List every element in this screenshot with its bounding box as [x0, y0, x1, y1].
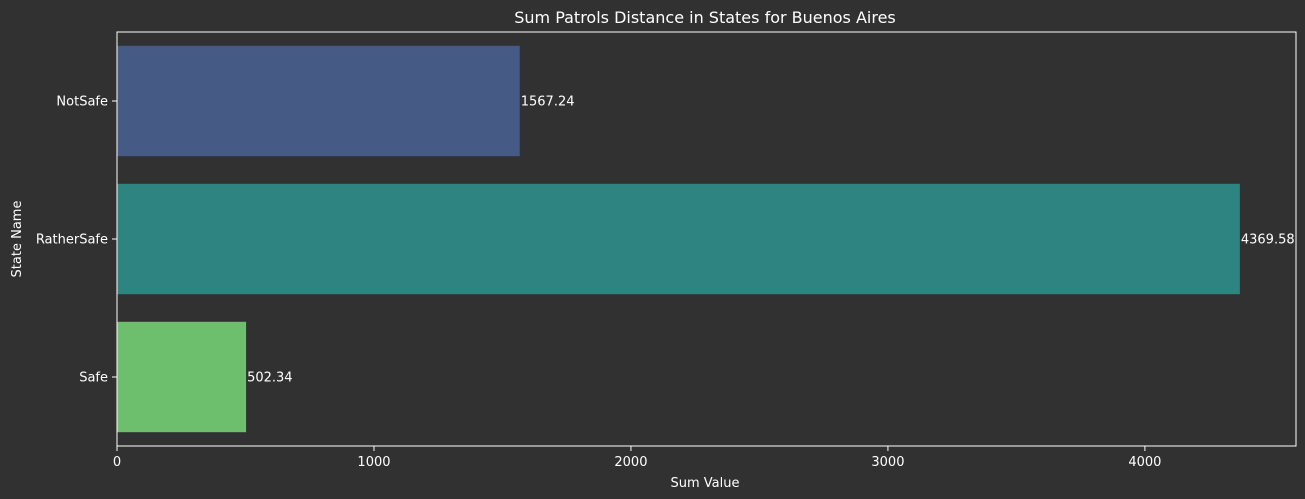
bar-value-label: 502.34: [247, 371, 293, 386]
x-tick-label: 2000: [614, 455, 647, 470]
plot-frame: [116, 31, 1297, 447]
x-tick-label: 3000: [871, 455, 904, 470]
x-tick-label: 4000: [1128, 455, 1161, 470]
bar-safe: [117, 321, 247, 433]
bar-notsafe: [117, 45, 520, 157]
y-tick-label: Safe: [79, 371, 108, 386]
y-tick-label: NotSafe: [56, 95, 108, 110]
bar-rathersafe: [117, 183, 1240, 295]
x-tick-label: 0: [113, 455, 121, 470]
y-tick-label: RatherSafe: [36, 233, 108, 248]
bar-value-label: 1567.24: [521, 95, 575, 110]
chart-title: Sum Patrols Distance in States for Bueno…: [514, 8, 896, 27]
x-axis-label: Sum Value: [671, 476, 740, 491]
bar-value-label: 4369.58: [1241, 233, 1295, 248]
plot-area: 1567.24 NotSafe 4369.58 RatherSafe 502.34 Saf…: [36, 31, 1297, 470]
x-tick-label: 1000: [357, 455, 390, 470]
y-axis-label: State Name: [10, 201, 25, 278]
